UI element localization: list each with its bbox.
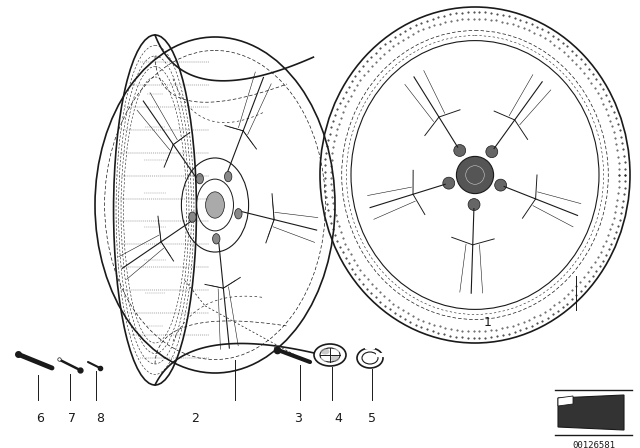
Ellipse shape (235, 209, 242, 219)
Circle shape (486, 146, 498, 158)
Circle shape (443, 177, 455, 189)
Ellipse shape (330, 356, 339, 362)
Text: 00126581: 00126581 (572, 440, 615, 448)
Ellipse shape (321, 349, 330, 354)
Text: 2: 2 (191, 412, 199, 425)
Ellipse shape (212, 234, 220, 244)
Ellipse shape (330, 349, 339, 354)
Ellipse shape (321, 356, 330, 362)
Polygon shape (558, 396, 573, 406)
Text: 4: 4 (334, 412, 342, 425)
Ellipse shape (189, 212, 196, 222)
Text: 6: 6 (36, 412, 44, 425)
Ellipse shape (225, 172, 232, 182)
Polygon shape (558, 395, 624, 430)
Circle shape (495, 179, 507, 191)
Circle shape (454, 145, 466, 156)
Text: 3: 3 (294, 412, 302, 425)
Text: 5: 5 (368, 412, 376, 425)
Circle shape (468, 198, 480, 211)
Ellipse shape (205, 192, 225, 218)
Text: 8: 8 (96, 412, 104, 425)
Text: 1: 1 (484, 316, 492, 329)
Circle shape (456, 156, 493, 194)
Text: 7: 7 (68, 412, 76, 425)
Ellipse shape (196, 173, 204, 184)
